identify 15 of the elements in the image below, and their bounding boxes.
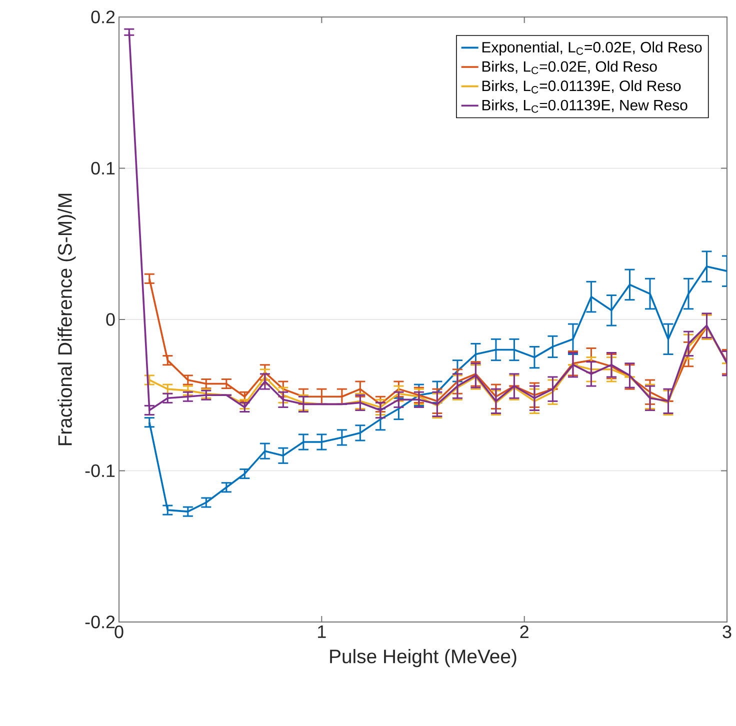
y-axis-title: Fractional Difference (S-M)/M — [58, 194, 76, 446]
x-tick-label: 2 — [520, 625, 528, 638]
y-tick-label: -0.2 — [85, 616, 115, 628]
x-axis-title: Pulse Height (MeVee) — [330, 649, 516, 668]
y-tick-label: 0.1 — [91, 162, 115, 175]
x-tick-label: 0 — [114, 625, 124, 638]
x-tick-label: 3 — [722, 625, 732, 638]
y-tick-label: -0.1 — [85, 464, 115, 478]
legend-label: Birks, L$_{C}$=0.01139E, New Reso — [482, 99, 688, 113]
y-tick-label: 0 — [106, 313, 115, 326]
y-tick-label: 0.2 — [91, 10, 115, 24]
legend-label: Birks, L$_{C}$=0.01139E, Old Reso — [482, 80, 681, 94]
x-tick-label: 1 — [318, 625, 326, 638]
legend-label: Exponential, L$_{C}$=0.02E, Old Reso — [482, 42, 702, 56]
legend-label: Birks, L$_{C}$=0.02E, Old Reso — [482, 60, 657, 74]
